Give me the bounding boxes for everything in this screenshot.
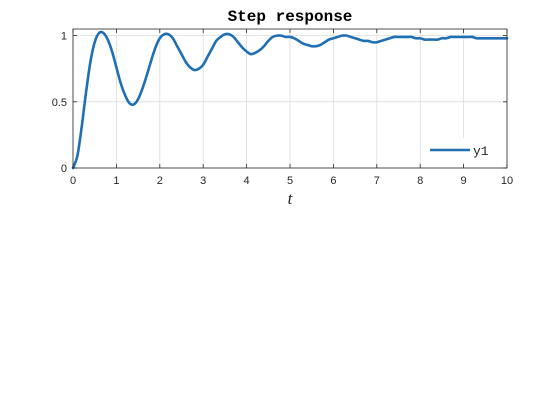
plot-area: 0 1 2 3 4 5 6 7 8 9 10 0 0.5 1 — [52, 28, 513, 187]
x-axis-label: t — [288, 189, 294, 208]
x-tick-label: 4 — [244, 175, 250, 187]
x-tick-label: 5 — [287, 175, 293, 187]
x-tick-label: 2 — [157, 175, 163, 187]
legend-label-y1: y1 — [473, 144, 489, 159]
x-tick-label: 9 — [461, 175, 467, 187]
x-tick-label: 1 — [113, 175, 119, 187]
x-tick-label: 8 — [417, 175, 423, 187]
series-line-y1 — [71, 30, 509, 170]
series-layer — [71, 30, 509, 170]
x-tick-label: 7 — [374, 175, 380, 187]
x-tick-label: 10 — [501, 175, 513, 187]
x-tick-label: 6 — [330, 175, 336, 187]
chart-title: Step response — [228, 8, 353, 26]
x-tick-label: 0 — [70, 175, 76, 187]
x-tick-label: 3 — [200, 175, 206, 187]
tick-marks — [72, 29, 508, 169]
y-tick-label: 1 — [61, 31, 67, 43]
legend: y1 — [423, 138, 501, 162]
y-tick-label: 0 — [61, 163, 67, 175]
tick-labels: 0 1 2 3 4 5 6 7 8 9 10 0 0.5 1 — [52, 31, 513, 187]
y-tick-label: 0.5 — [52, 97, 67, 109]
